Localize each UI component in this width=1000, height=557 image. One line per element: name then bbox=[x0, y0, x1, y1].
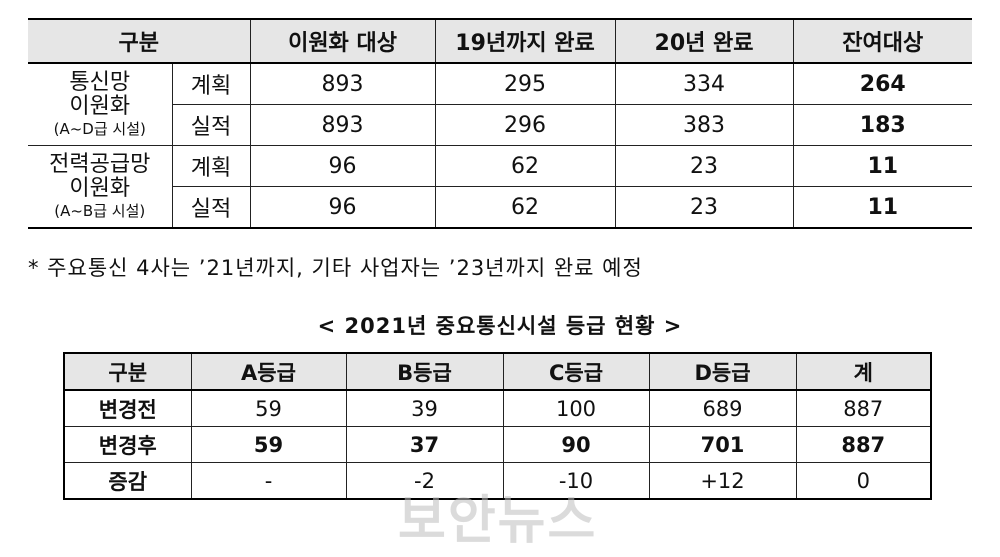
value-cell: -2 bbox=[345, 462, 504, 500]
value-cell: 893 bbox=[249, 62, 436, 105]
value-cell: 334 bbox=[614, 62, 794, 105]
header-cell: C등급 bbox=[502, 352, 650, 391]
value-cell: 59 bbox=[190, 389, 347, 427]
data-row: 변경후 59 37 90 701 887 bbox=[63, 426, 932, 463]
value-cell: 11 bbox=[792, 145, 973, 187]
group-label: 전력공급망 bbox=[49, 151, 151, 177]
header-cell: 계 bbox=[795, 352, 932, 391]
footnote: * 주요통신 4사는 ’21년까지, 기타 사업자는 ’23년까지 완료 예정 bbox=[28, 256, 643, 280]
value-cell: 39 bbox=[345, 389, 504, 427]
value-cell: 893 bbox=[249, 104, 436, 146]
value-cell: 37 bbox=[345, 426, 504, 463]
header-cell: 이원화 대상 bbox=[249, 18, 436, 64]
header-row: 구분 A등급 B등급 C등급 D등급 계 bbox=[63, 352, 932, 391]
header-cell: B등급 bbox=[345, 352, 504, 391]
value-cell: 701 bbox=[648, 426, 797, 463]
group-cell: 통신망 이원화 (A~D급 시설) bbox=[28, 62, 173, 146]
value-cell: 295 bbox=[434, 62, 616, 105]
value-cell: 62 bbox=[434, 145, 616, 187]
data-row: 실적 893 296 383 183 bbox=[28, 104, 973, 146]
header-cell: D등급 bbox=[648, 352, 797, 391]
value-cell: 62 bbox=[434, 186, 616, 229]
value-cell: 59 bbox=[190, 426, 347, 463]
value-cell: 296 bbox=[434, 104, 616, 146]
completion-table: 구분 이원화 대상 19년까지 완료 20년 완료 잔여대상 통신망 이원화 (A~D급 시설… bbox=[28, 18, 973, 229]
value-cell: 100 bbox=[502, 389, 650, 427]
watermark: 보안뉴스 bbox=[398, 491, 598, 551]
group-note: (A~B급 시설) bbox=[54, 201, 146, 220]
row-label: 실적 bbox=[172, 104, 251, 146]
value-cell: 96 bbox=[249, 145, 436, 187]
header-cell: 구분 bbox=[28, 18, 251, 64]
header-cell: 구분 bbox=[63, 352, 192, 391]
value-cell: 0 bbox=[795, 462, 932, 500]
value-cell: 383 bbox=[614, 104, 794, 146]
header-cell: 20년 완료 bbox=[614, 18, 794, 64]
value-cell: 23 bbox=[614, 186, 794, 229]
data-row: 증감 - -2 -10 +12 0 bbox=[63, 462, 932, 500]
grade-table: 구분 A등급 B등급 C등급 D등급 계 변경전 59 39 100 689 887 변경후 59 37 90… bbox=[63, 352, 932, 500]
row-label: 변경전 bbox=[63, 389, 192, 427]
data-row: 전력공급망 이원화 (A~B급 시설) 계획 96 62 23 11 bbox=[28, 145, 973, 229]
value-cell: 183 bbox=[792, 104, 973, 146]
group-label: 이원화 bbox=[69, 93, 131, 119]
table-title: < 2021년 중요통신시설 등급 현황 > bbox=[317, 314, 683, 338]
row-label: 증감 bbox=[63, 462, 192, 500]
row-label: 계획 bbox=[171, 145, 251, 187]
header-cell: 19년까지 완료 bbox=[434, 18, 616, 64]
value-cell: 90 bbox=[502, 426, 650, 463]
group-note: (A~D급 시설) bbox=[53, 119, 146, 138]
value-cell: 23 bbox=[614, 145, 794, 187]
value-cell: - bbox=[190, 462, 347, 500]
value-cell: 887 bbox=[795, 426, 932, 463]
row-label: 계획 bbox=[171, 62, 251, 105]
group-label: 이원화 bbox=[69, 175, 131, 201]
value-cell: 264 bbox=[792, 62, 973, 105]
value-cell: +12 bbox=[648, 462, 797, 500]
value-cell: -10 bbox=[502, 462, 650, 500]
data-row: 실적 96 62 23 11 bbox=[28, 186, 973, 229]
value-cell: 887 bbox=[795, 389, 932, 427]
value-cell: 11 bbox=[792, 186, 973, 229]
row-label: 실적 bbox=[172, 186, 251, 229]
value-cell: 689 bbox=[648, 389, 797, 427]
header-cell: A등급 bbox=[190, 352, 347, 391]
data-row: 변경전 59 39 100 689 887 bbox=[63, 389, 932, 427]
group-cell: 전력공급망 이원화 (A~B급 시설) bbox=[28, 145, 173, 229]
header-cell: 잔여대상 bbox=[792, 18, 973, 64]
header-row: 구분 이원화 대상 19년까지 완료 20년 완료 잔여대상 bbox=[28, 18, 973, 64]
data-row: 통신망 이원화 (A~D급 시설) 계획 893 295 334 264 bbox=[28, 62, 973, 146]
group-label: 통신망 bbox=[69, 69, 131, 95]
value-cell: 96 bbox=[249, 186, 436, 229]
row-label: 변경후 bbox=[63, 426, 192, 463]
